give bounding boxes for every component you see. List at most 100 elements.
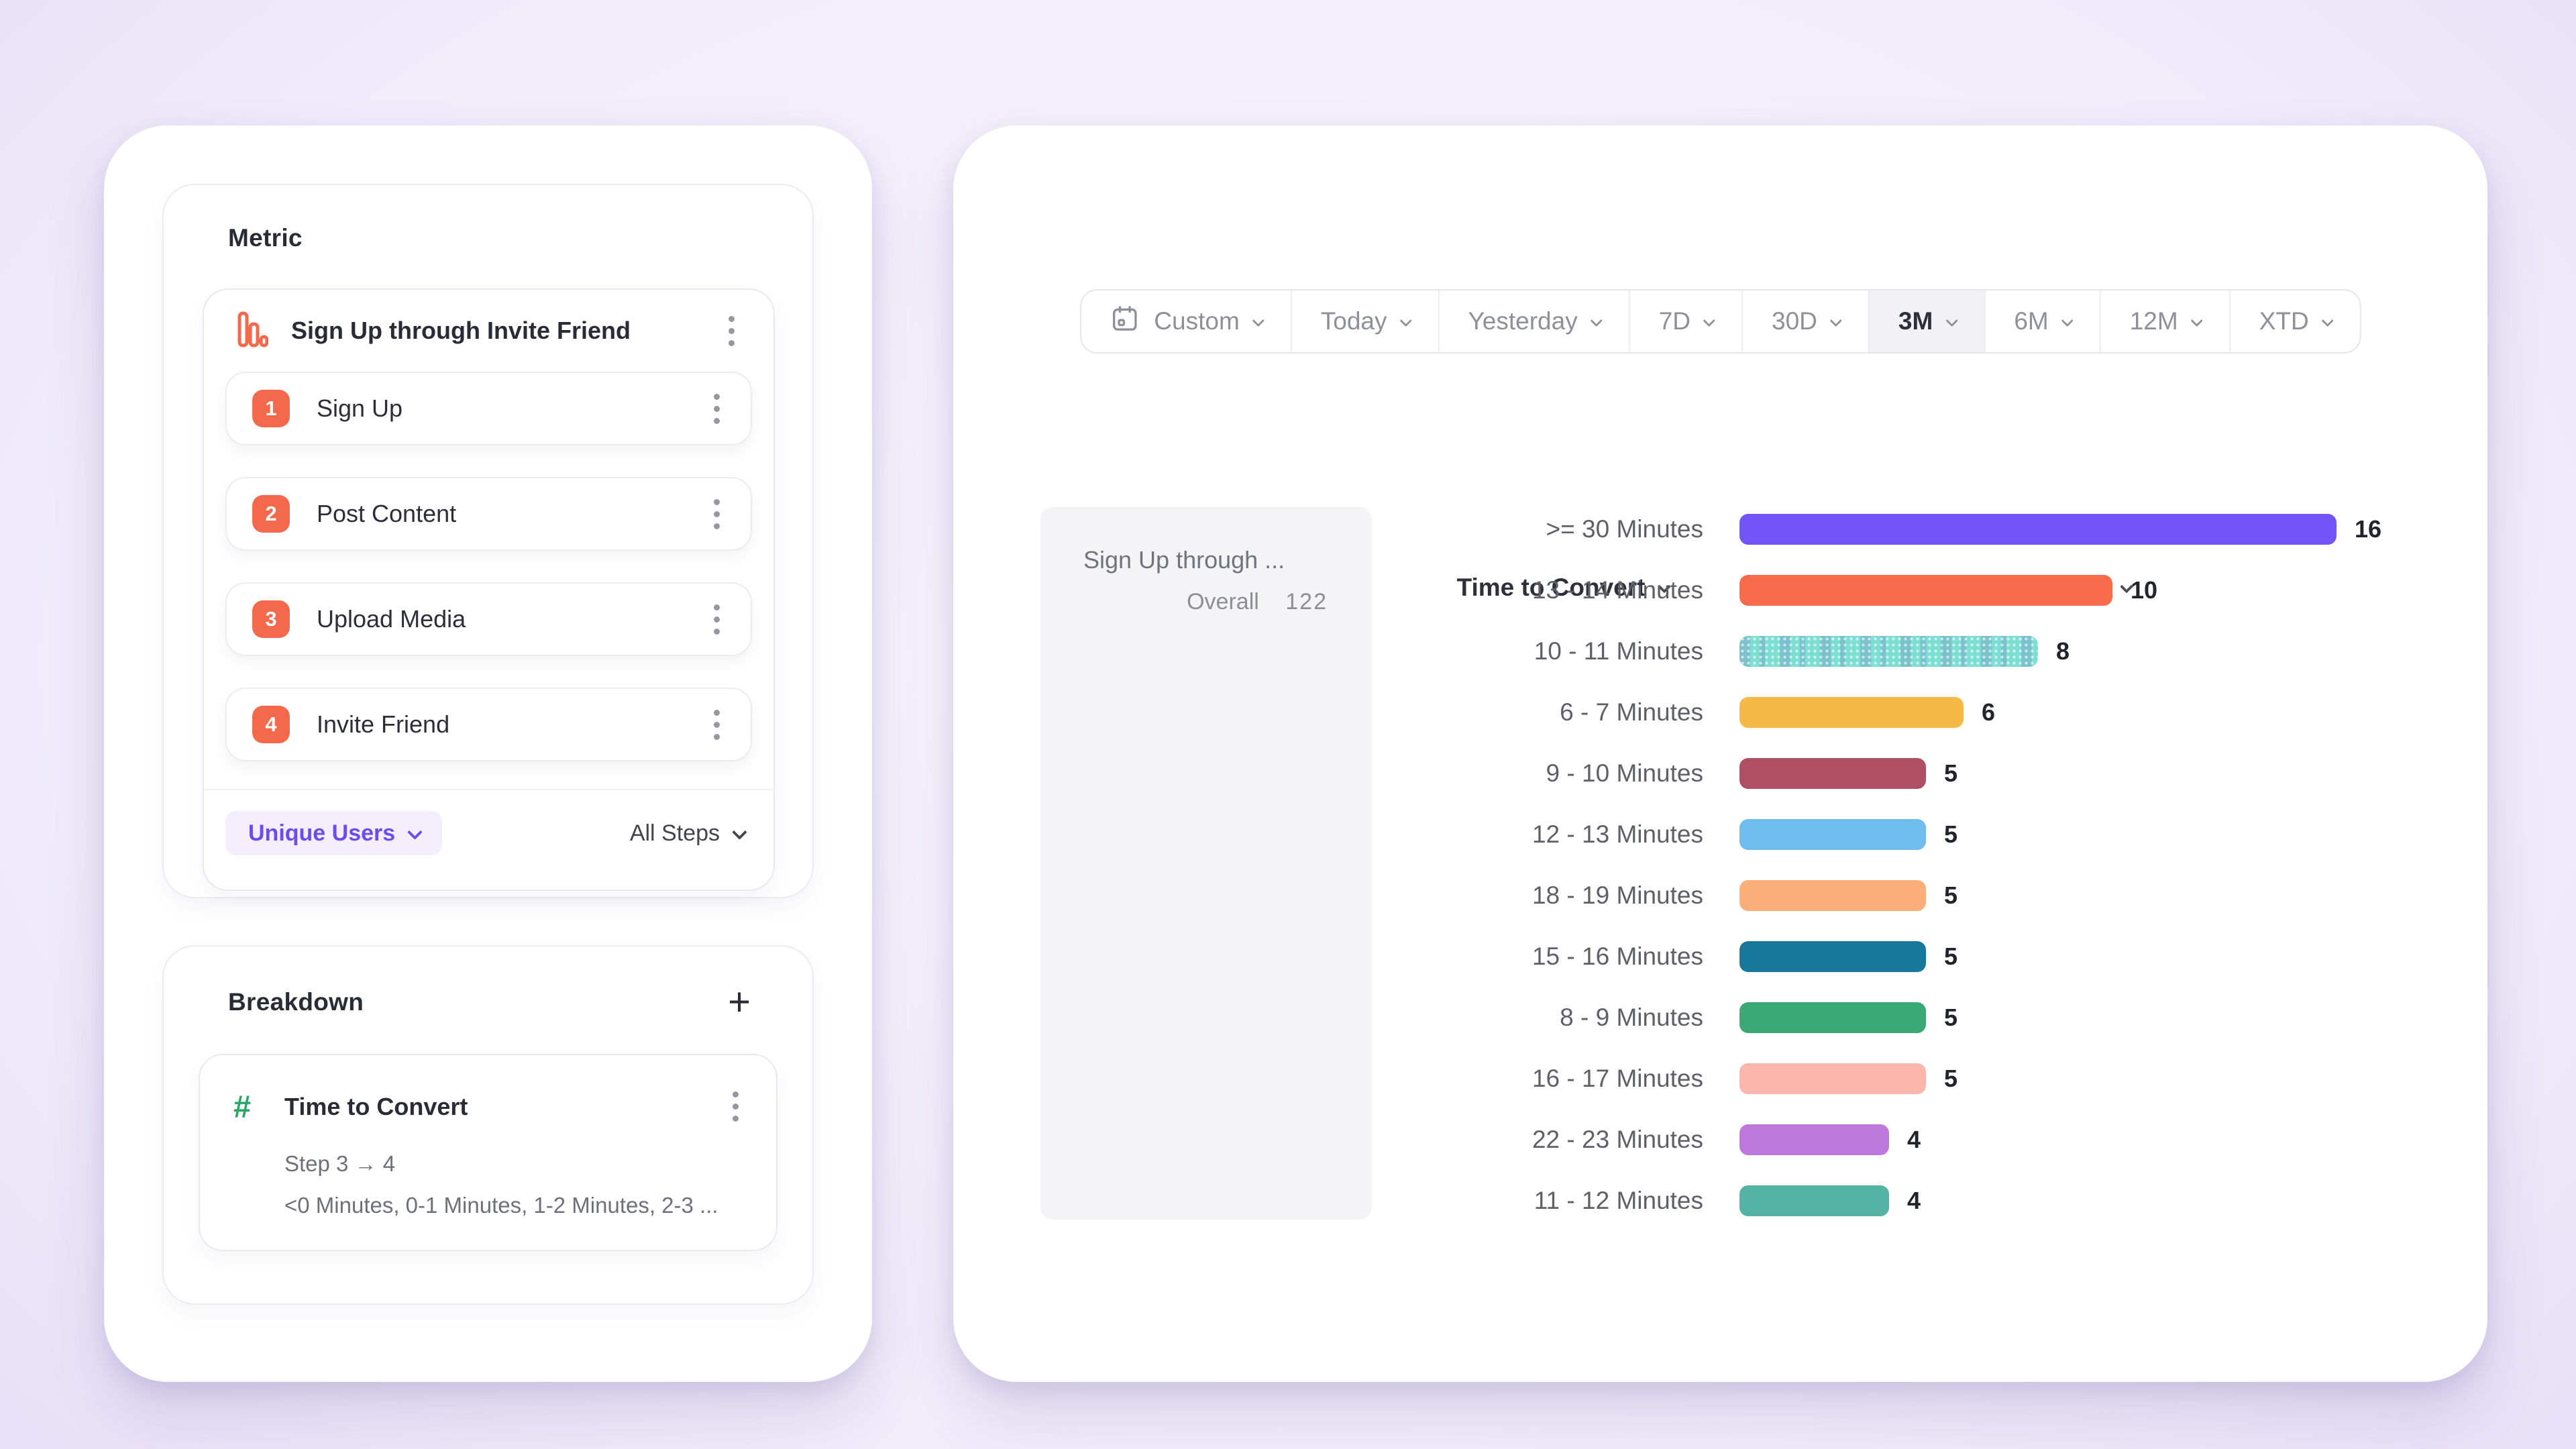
chart-row: 18 - 19 Minutes 5	[1356, 865, 2381, 926]
value-bar[interactable]	[1739, 574, 2112, 606]
bar-value: 5	[1944, 759, 1958, 787]
bar-value: 5	[1944, 1003, 1958, 1031]
steps-filter-label: All Steps	[629, 820, 720, 846]
steps-filter-dropdown[interactable]: All Steps	[629, 820, 747, 847]
chevron-down-icon	[407, 824, 423, 840]
step-label: Post Content	[317, 500, 457, 527]
breakdown-property-card[interactable]: # Time to Convert Step 3 → 4 <0 Minutes,…	[199, 1054, 777, 1251]
step-number-badge: 1	[252, 390, 290, 427]
value-bar[interactable]	[1739, 1185, 1889, 1216]
chart-row: 9 - 10 Minutes 5	[1356, 743, 2381, 804]
date-range-button[interactable]: 12M	[2101, 290, 2231, 352]
step-label: Upload Media	[317, 605, 466, 633]
breakdown-step-range: Step 3 → 4	[284, 1151, 396, 1176]
bucket-label: >= 30 Minutes	[1546, 515, 1703, 543]
step-kebab-menu-icon[interactable]	[706, 596, 728, 643]
chart-row: 12 - 13 Minutes 5	[1356, 804, 2381, 865]
funnel-steps-list: 1 Sign Up 2 Post Content 3 Upload Media	[204, 372, 773, 761]
metric-heading: Metric	[228, 224, 303, 252]
funnel-metric-card[interactable]: Sign Up through Invite Friend 1 Sign Up …	[203, 288, 775, 891]
chart-row: 8 - 9 Minutes 5	[1356, 987, 2381, 1048]
funnel-bars-icon	[237, 311, 269, 351]
breakdown-column-label: Time to Convert	[1456, 574, 1646, 601]
date-range-button[interactable]: Yesterday	[1440, 290, 1630, 352]
bucket-label: 18 - 19 Minutes	[1532, 881, 1703, 909]
bar-value: 4	[1907, 1186, 1921, 1214]
chevron-down-icon	[1590, 314, 1603, 327]
breakdown-heading: Breakdown	[228, 988, 364, 1016]
value-bar[interactable]	[1739, 879, 1926, 911]
date-range-label: Today	[1320, 307, 1387, 335]
time-to-convert-bar-chart: >= 30 Minutes 16 13 - 14 Minutes 10 10 -…	[1356, 498, 2381, 1231]
bar-value: 6	[1982, 698, 1996, 726]
bucket-label: 9 - 10 Minutes	[1546, 759, 1703, 787]
funnel-kebab-menu-icon[interactable]	[720, 308, 743, 354]
date-range-button[interactable]: 7D	[1630, 290, 1743, 352]
date-range-label: 30D	[1772, 307, 1817, 335]
chevron-down-icon	[1252, 314, 1265, 327]
date-range-button[interactable]: Today	[1292, 290, 1440, 352]
measurement-label: Unique Users	[248, 820, 396, 846]
breakdown-buckets-preview: <0 Minutes, 0-1 Minutes, 1-2 Minutes, 2-…	[284, 1193, 718, 1218]
value-bar[interactable]	[1739, 1063, 1926, 1094]
step-kebab-menu-icon[interactable]	[706, 491, 728, 537]
funnel-step-row[interactable]: 4 Invite Friend	[225, 688, 752, 761]
date-range-button[interactable]: XTD	[2231, 290, 2360, 352]
date-range-toolbar: Custom Today	[1079, 289, 2361, 354]
funnel-summary-cell[interactable]: Sign Up through ... Overall 122	[1040, 507, 1372, 1220]
date-range-label: Yesterday	[1468, 307, 1578, 335]
chart-row: >= 30 Minutes 16	[1356, 498, 2381, 559]
chart-row: 6 - 7 Minutes 6	[1356, 682, 2381, 743]
chevron-down-icon	[1703, 314, 1716, 327]
date-range-label: Custom	[1154, 307, 1240, 335]
bucket-label: 16 - 17 Minutes	[1532, 1064, 1703, 1092]
date-range-label: 3M	[1898, 307, 1933, 335]
bucket-label: 6 - 7 Minutes	[1560, 698, 1703, 726]
value-bar[interactable]	[1739, 941, 1926, 972]
step-kebab-menu-icon[interactable]	[706, 702, 728, 748]
funnel-step-row[interactable]: 2 Post Content	[225, 477, 752, 551]
bucket-label: 11 - 12 Minutes	[1534, 1186, 1703, 1214]
bucket-label: 10 - 11 Minutes	[1534, 637, 1703, 665]
metric-panel: Metric Sign Up through Invite Friend 1 S	[162, 184, 814, 898]
chart-row: 13 - 14 Minutes 10	[1356, 559, 2381, 621]
value-bar[interactable]	[1739, 757, 1926, 789]
hash-icon: #	[233, 1089, 252, 1124]
bar-value: 5	[1944, 942, 1958, 970]
step-label: Sign Up	[317, 394, 403, 422]
value-bar[interactable]	[1739, 513, 2337, 545]
funnel-title-row: Sign Up through Invite Friend	[204, 290, 773, 372]
breakdown-kebab-menu-icon[interactable]	[724, 1083, 747, 1130]
step-kebab-menu-icon[interactable]	[706, 386, 728, 432]
bucket-label: 8 - 9 Minutes	[1560, 1003, 1703, 1031]
measurement-dropdown[interactable]: Unique Users	[225, 811, 443, 855]
date-range-button[interactable]: Custom	[1081, 290, 1292, 352]
chevron-down-icon	[2321, 314, 2334, 327]
value-bar[interactable]	[1739, 696, 1964, 728]
date-range-label: 7D	[1658, 307, 1691, 335]
value-bar[interactable]	[1739, 818, 1926, 850]
chart-row: 15 - 16 Minutes 5	[1356, 926, 2381, 987]
breakdown-column-header[interactable]: Time to Convert	[1456, 574, 1671, 602]
date-range-button[interactable]: 3M	[1869, 290, 1986, 352]
bar-value: 16	[2355, 515, 2382, 543]
date-range-label: XTD	[2259, 307, 2309, 335]
funnel-step-row[interactable]: 1 Sign Up	[225, 372, 752, 445]
breakdown-panel: Breakdown + # Time to Convert Step 3 → 4…	[162, 945, 814, 1305]
value-bar[interactable]	[1739, 1002, 1926, 1033]
add-breakdown-button[interactable]: +	[728, 980, 751, 1024]
date-range-button[interactable]: 6M	[1985, 290, 2101, 352]
bucket-label: 15 - 16 Minutes	[1532, 942, 1703, 970]
chart-row: 11 - 12 Minutes 4	[1356, 1170, 2381, 1231]
funnel-step-row[interactable]: 3 Upload Media	[225, 582, 752, 656]
overall-label: Overall	[1187, 589, 1259, 614]
calendar-icon	[1110, 304, 1139, 339]
chevron-down-icon	[2190, 314, 2203, 327]
value-bar[interactable]	[1739, 635, 2038, 667]
bucket-label: 12 - 13 Minutes	[1532, 820, 1703, 848]
bucket-label: 22 - 23 Minutes	[1532, 1125, 1703, 1153]
bar-value: 8	[2056, 637, 2070, 665]
value-bar[interactable]	[1739, 1124, 1889, 1155]
overall-value: 122	[1285, 589, 1328, 614]
date-range-button[interactable]: 30D	[1743, 290, 1870, 352]
